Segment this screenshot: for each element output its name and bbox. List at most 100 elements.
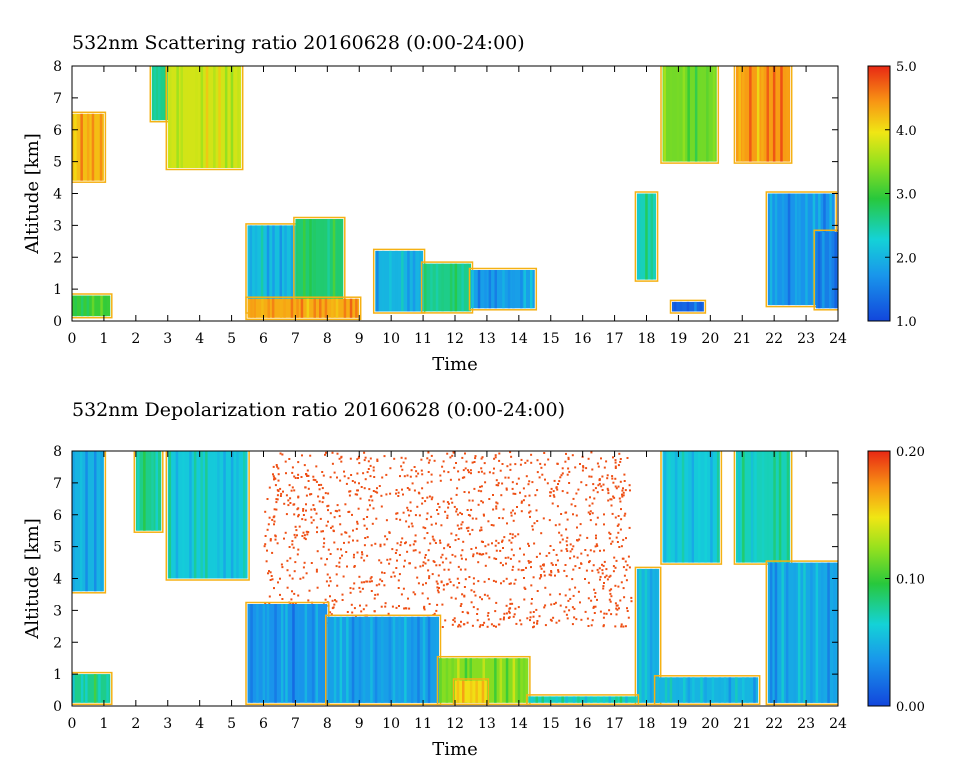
data-streak [834, 231, 837, 309]
speckle-point [474, 457, 477, 460]
speckle-point [520, 510, 523, 513]
speckle-point [267, 572, 269, 575]
speckle-point [280, 492, 283, 495]
speckle-point [358, 462, 361, 465]
speckle-point [502, 508, 505, 511]
speckle-point [599, 610, 602, 613]
speckle-point [482, 624, 484, 627]
speckle-point [422, 526, 425, 529]
speckle-point [461, 549, 464, 552]
speckle-point [610, 498, 613, 501]
speckle-point [363, 487, 366, 490]
data-cell [72, 674, 111, 703]
speckle-point [366, 471, 369, 474]
speckle-point [417, 472, 420, 475]
speckle-point [363, 524, 366, 527]
data-streak [793, 562, 796, 703]
speckle-point [498, 452, 501, 455]
speckle-point [516, 506, 518, 508]
speckle-point [320, 557, 323, 560]
speckle-point [336, 452, 339, 455]
speckle-point [505, 604, 508, 607]
data-streak [388, 616, 392, 703]
speckle-point [471, 624, 474, 627]
data-streak [477, 270, 481, 309]
speckle-point [356, 493, 359, 496]
speckle-point [462, 469, 465, 472]
data-streak [631, 696, 634, 703]
speckle-point [533, 621, 535, 624]
speckle-point [529, 611, 532, 614]
speckle-point [316, 526, 319, 529]
speckle-point [519, 547, 521, 550]
speckle-point [316, 550, 319, 553]
speckle-point [541, 473, 544, 476]
speckle-point [520, 501, 523, 504]
speckle-point [472, 606, 475, 609]
data-streak [254, 225, 258, 312]
speckle-point [471, 499, 474, 502]
speckle-point [500, 582, 502, 585]
speckle-point [492, 494, 494, 496]
data-streak [704, 451, 707, 563]
speckle-point [529, 515, 531, 518]
speckle-point [565, 540, 568, 543]
speckle-point [281, 453, 284, 456]
speckle-point [483, 621, 486, 624]
feature-outline [72, 293, 113, 319]
speckle-point [277, 473, 280, 476]
speckle-point [618, 452, 621, 455]
speckle-point [385, 519, 388, 522]
data-streak [422, 616, 426, 703]
speckle-point [426, 512, 429, 515]
speckle-point [461, 456, 464, 459]
speckle-point [622, 625, 625, 628]
speckle-point [307, 474, 310, 477]
speckle-point [608, 589, 611, 592]
data-streak [346, 616, 349, 703]
speckle-point [321, 471, 324, 473]
speckle-point [405, 607, 408, 610]
data-streak [337, 219, 341, 306]
feature-outline [165, 451, 250, 581]
speckle-point [490, 524, 493, 526]
speckle-point [460, 554, 463, 557]
speckle-point [357, 489, 359, 492]
speckle-point [345, 551, 348, 553]
speckle-point [620, 508, 622, 511]
data-streak [74, 113, 77, 181]
speckle-point [555, 621, 558, 624]
speckle-point [451, 501, 454, 504]
speckle-point [520, 623, 523, 626]
y-tick-label: 4 [53, 572, 62, 588]
speckle-point [584, 578, 586, 580]
speckle-point [457, 538, 460, 540]
x-tick-label: 20 [701, 331, 719, 347]
data-streak [218, 66, 221, 168]
speckle-point [592, 606, 595, 609]
x-tick-label: 15 [542, 716, 560, 732]
speckle-point [621, 493, 623, 496]
speckle-point [302, 514, 305, 516]
feature-outline [468, 267, 538, 311]
speckle-point [368, 499, 371, 502]
speckle-point [569, 550, 572, 553]
data-cell [528, 696, 637, 703]
speckle-point [494, 610, 497, 613]
data-streak [176, 66, 179, 168]
x-tick-label: 23 [797, 716, 815, 732]
speckle-point [514, 535, 517, 538]
speckle-point [590, 475, 593, 478]
speckle-point [299, 577, 302, 580]
speckle-point [276, 498, 279, 501]
speckle-point [310, 493, 313, 496]
data-streak [590, 696, 593, 703]
data-streak [787, 193, 791, 306]
speckle-point [453, 451, 456, 454]
x-tick-label: 23 [797, 331, 815, 347]
speckle-point [465, 558, 467, 561]
speckle-point [566, 491, 569, 494]
speckle-point [548, 552, 551, 555]
x-tick-label: 1 [99, 716, 108, 732]
speckle-point [585, 569, 588, 572]
